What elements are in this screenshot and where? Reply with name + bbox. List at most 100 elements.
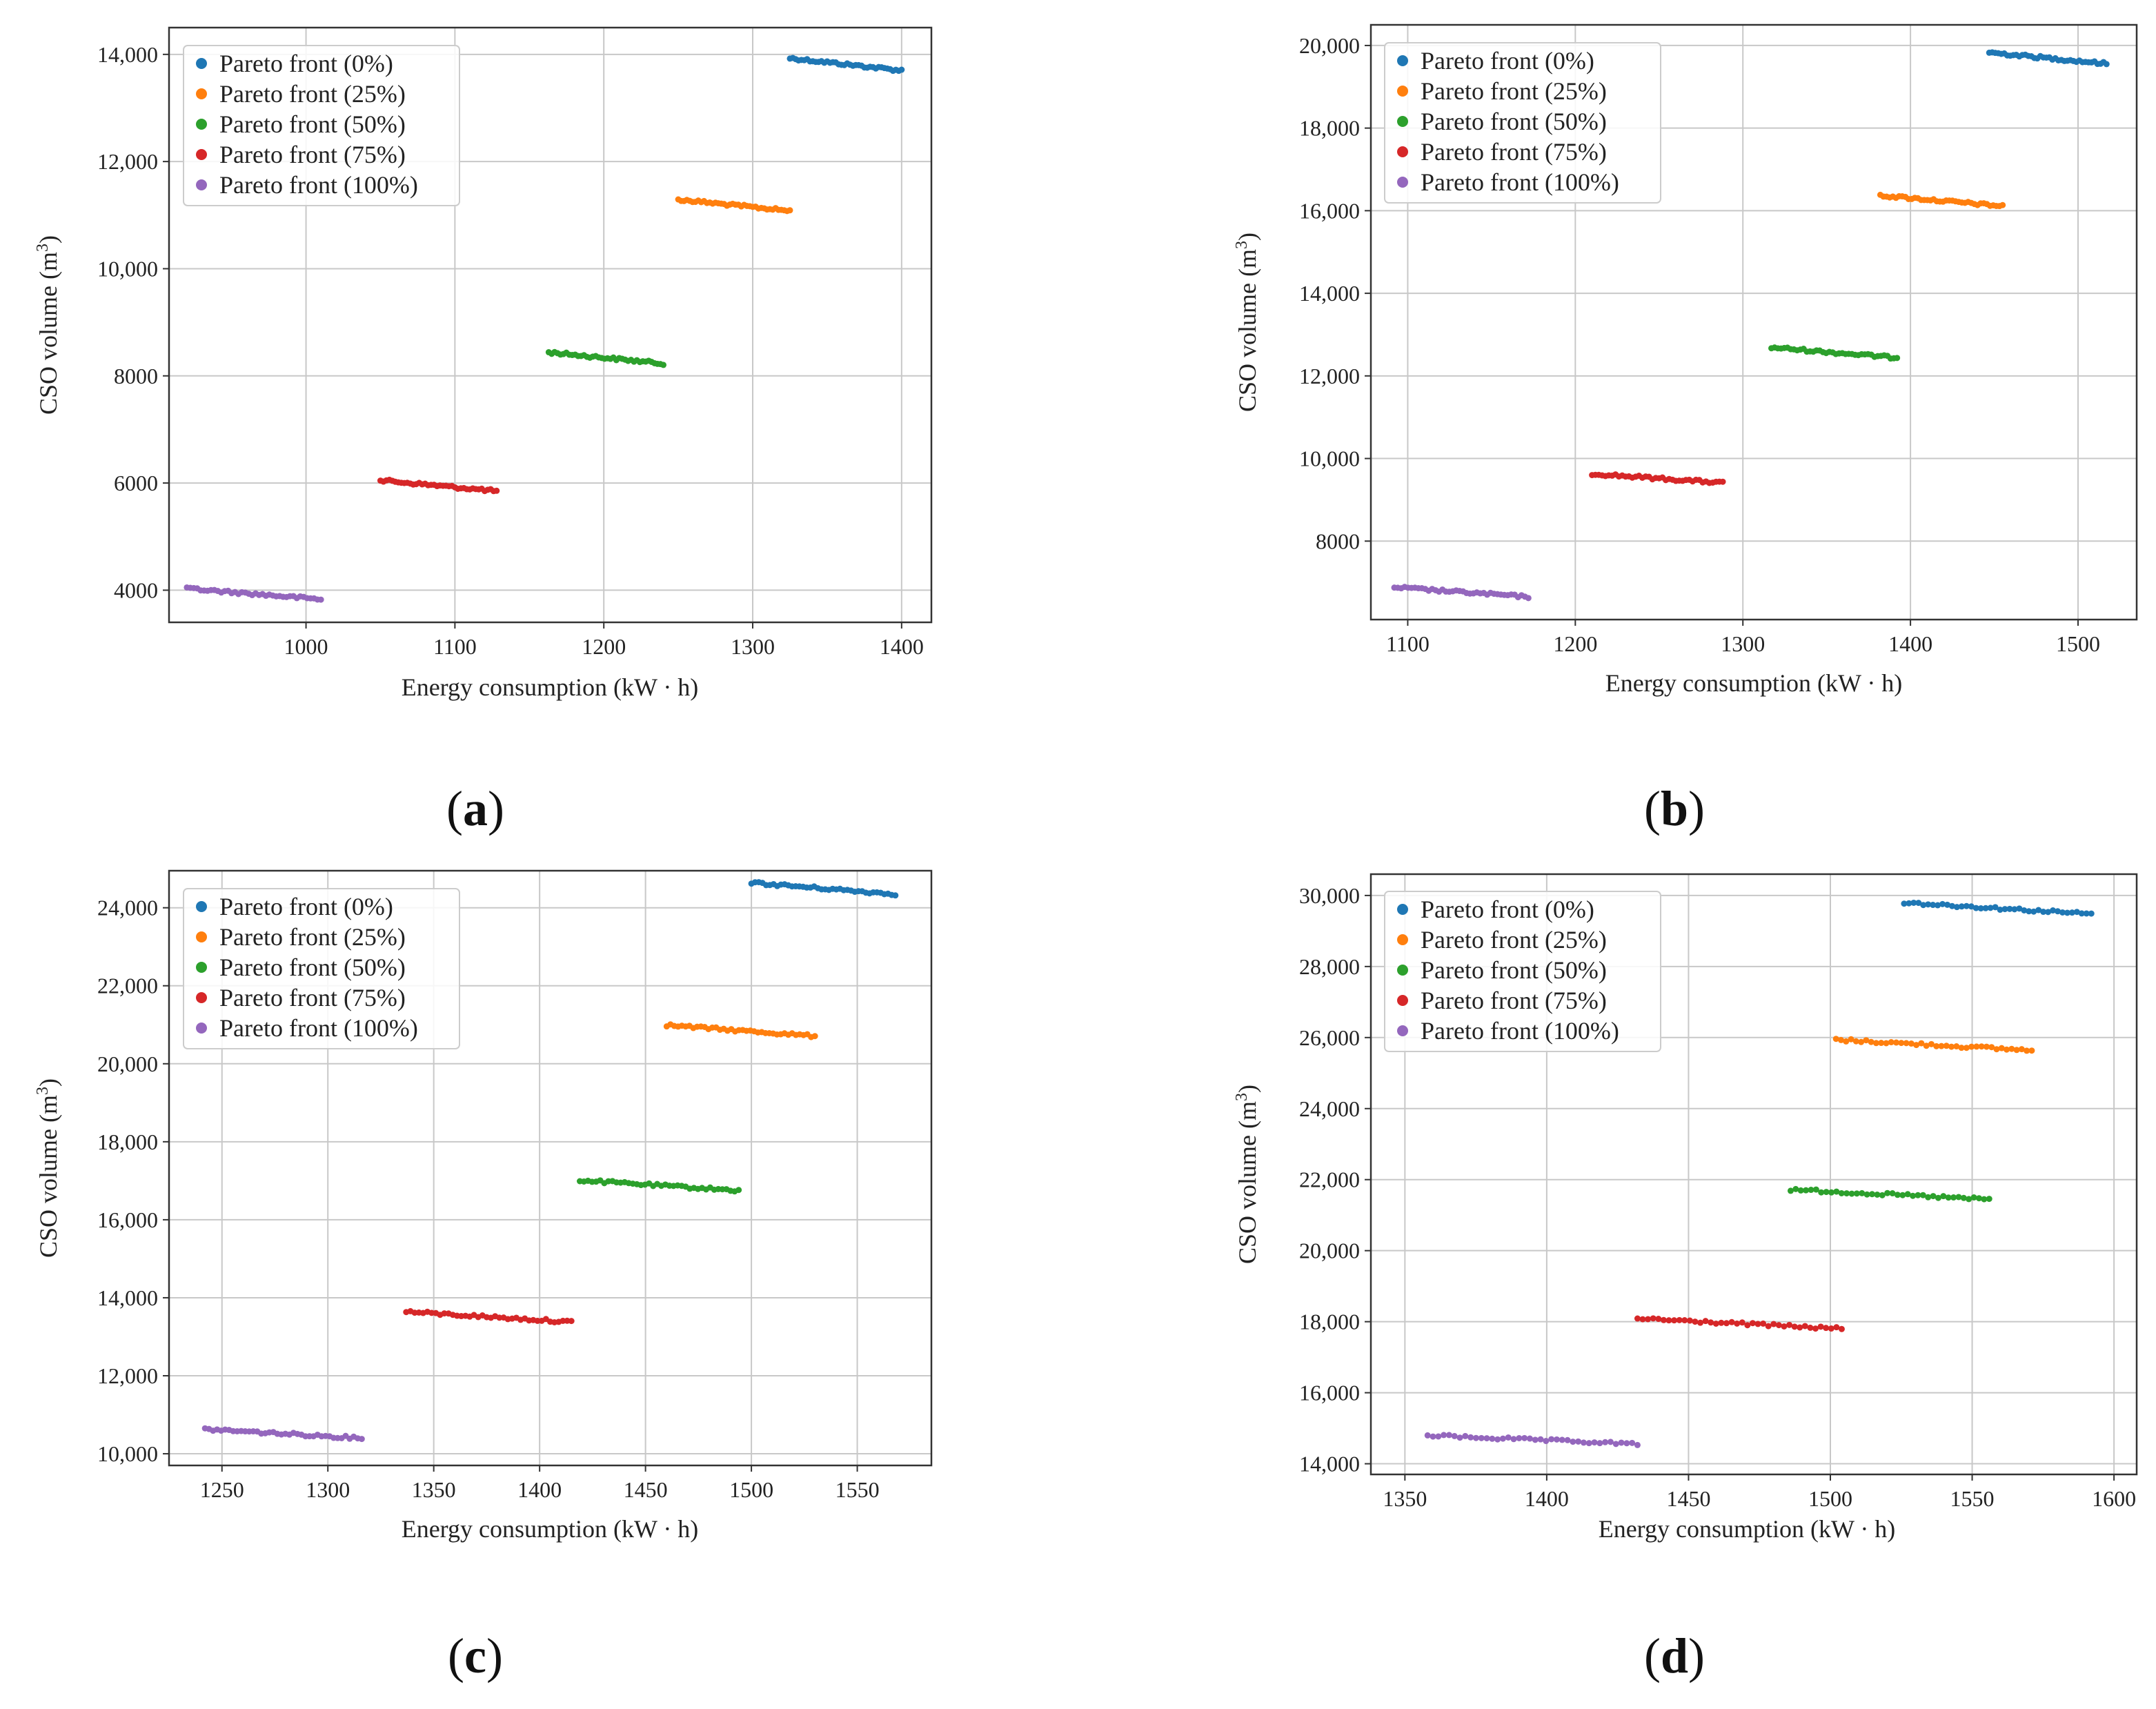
panel-a-y-tick-label: 14,000	[97, 42, 158, 67]
data-point	[358, 1436, 365, 1443]
data-point	[1906, 900, 1912, 907]
panel-a-ticks: 1000 1100 1200 1300 1400 4000 6000 8000 10,000 12…	[97, 42, 924, 659]
panel-c-y-tick-label: 16,000	[97, 1207, 158, 1232]
panel-b-x-tick-label: 1200	[1553, 631, 1597, 656]
data-point	[1430, 1433, 1436, 1440]
panel-c-y-tick-label: 12,000	[97, 1363, 158, 1388]
data-point	[1618, 1439, 1625, 1446]
panel-a-x-tick-label: 1100	[433, 634, 477, 659]
data-point	[1988, 1044, 1995, 1051]
data-point	[2028, 1047, 2035, 1054]
data-point	[1884, 1189, 1891, 1196]
legend-marker	[1397, 177, 1408, 188]
data-point	[1499, 1435, 1506, 1442]
panel-c-y-tick-label: 24,000	[97, 896, 158, 920]
panel-a-plot-frame	[168, 26, 933, 624]
legend-marker	[1397, 965, 1408, 976]
panel-c-label: (c)	[448, 1628, 503, 1683]
data-point	[1708, 1319, 1714, 1326]
data-point	[1918, 1040, 1925, 1047]
legend-marker	[1397, 995, 1408, 1006]
legend-marker	[196, 58, 207, 69]
data-point	[1681, 1317, 1688, 1324]
data-point	[1786, 1321, 1793, 1328]
data-point	[1754, 1321, 1761, 1327]
data-point	[1970, 1194, 1977, 1201]
data-point	[1832, 1036, 1839, 1043]
data-point	[2011, 906, 2018, 913]
panel-a-y-tick-label: 4000	[114, 577, 158, 602]
data-point	[1575, 1438, 1582, 1445]
data-point	[1570, 1439, 1576, 1445]
data-point	[1997, 907, 2004, 913]
data-point	[1950, 1194, 1957, 1201]
legend-entry: Pareto front (50%)	[219, 110, 406, 138]
data-point	[1878, 1040, 1885, 1047]
data-point	[1702, 1318, 1709, 1325]
data-point	[1915, 1192, 1921, 1198]
panel-b-y-axis-label: CSO volume (m3)	[1233, 233, 1261, 412]
data-point	[1982, 905, 1989, 911]
data-point	[1612, 1441, 1619, 1448]
data-point	[1837, 1036, 1844, 1043]
legend-entry: Pareto front (50%)	[1421, 108, 1607, 135]
panel-c-x-tick-label: 1400	[517, 1477, 562, 1502]
data-point	[1585, 1440, 1592, 1447]
data-point	[1808, 1187, 1814, 1194]
panel-b-x-axis-label: Energy consumption (kW · h)	[1605, 669, 1903, 697]
panel-d-x-tick-label: 1550	[1950, 1486, 1995, 1511]
data-point	[1848, 1190, 1855, 1197]
data-point	[1938, 1043, 1945, 1049]
data-point	[1945, 1194, 1952, 1201]
data-point	[1963, 1045, 1970, 1051]
panel-b-y-tick-label: 10,000	[1299, 446, 1360, 471]
data-point	[1838, 1325, 1845, 1332]
legend-entry: Pareto front (100%)	[219, 1014, 418, 1042]
panel-b-points	[1391, 49, 2110, 602]
panel-a-y-tick-label: 6000	[114, 471, 158, 495]
data-point	[1712, 1320, 1719, 1327]
data-point	[1817, 1323, 1824, 1330]
panel-b-y-tick-label: 16,000	[1299, 198, 1360, 223]
panel-d-y-tick-label: 14,000	[1299, 1452, 1360, 1476]
data-point	[1998, 1045, 2005, 1051]
legend-entry: Pareto front (75%)	[219, 141, 406, 168]
panel-d-x-tick-label: 1450	[1666, 1486, 1710, 1511]
panel-a-series-0	[787, 55, 905, 75]
data-point	[1505, 1434, 1512, 1441]
data-point	[1972, 905, 1979, 911]
data-point	[1958, 1045, 1965, 1051]
panel-b-y-tick-label: 8000	[1316, 528, 1360, 553]
panel-d-series-3	[1634, 1315, 1845, 1332]
data-point	[2103, 61, 2110, 68]
data-point	[1803, 1187, 1810, 1194]
data-point	[1760, 1320, 1767, 1327]
data-point	[2013, 1047, 2020, 1054]
data-point	[1483, 1435, 1490, 1442]
panel-b-x-tick-label: 1300	[1721, 631, 1765, 656]
panel-c-x-tick-label: 1450	[624, 1477, 668, 1502]
data-point	[1925, 901, 1932, 908]
data-point	[1516, 1434, 1523, 1441]
data-point	[1953, 904, 1960, 911]
data-point	[1532, 1436, 1539, 1443]
data-point	[1859, 1189, 1866, 1196]
data-point	[2006, 905, 2013, 912]
data-point	[1749, 1320, 1756, 1327]
data-point	[1765, 1323, 1772, 1330]
data-point	[1634, 1315, 1641, 1322]
data-point	[1853, 1190, 1860, 1197]
panel-b-legend: Pareto front (0%)Pareto front (25%) Paret…	[1384, 42, 1661, 204]
panel-c: 1250 1300 1350 1400 1450 1500 1550 10,000 12,000…	[34, 869, 933, 1683]
panel-c-x-tick-label: 1500	[729, 1477, 773, 1502]
data-point	[2018, 1046, 2025, 1053]
legend-marker	[1397, 1025, 1408, 1036]
data-point	[1580, 1439, 1587, 1446]
data-point	[1553, 1436, 1560, 1443]
data-point	[2026, 908, 2033, 915]
data-point	[1660, 1316, 1667, 1323]
data-point	[1948, 902, 1955, 909]
data-point	[1925, 1194, 1932, 1201]
data-point	[1987, 905, 1994, 911]
panel-a-y-tick-label: 12,000	[97, 149, 158, 174]
